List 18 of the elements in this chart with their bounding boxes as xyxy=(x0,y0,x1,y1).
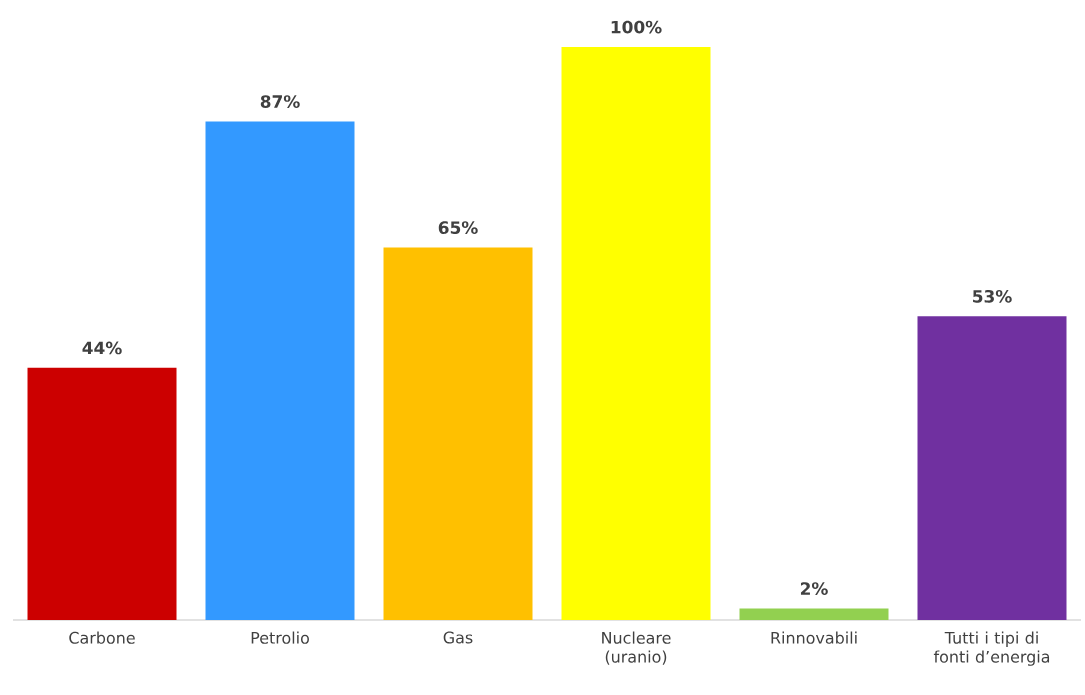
bar xyxy=(917,316,1067,620)
x-tick-label: Rinnovabili xyxy=(771,631,857,644)
x-tick-label: Tutti i tipi di fonti d’energia xyxy=(933,631,1050,666)
data-label: 53% xyxy=(973,289,1012,303)
bar xyxy=(383,247,533,620)
x-tick-label: Nucleare (uranio) xyxy=(602,631,671,665)
data-label: 44% xyxy=(82,341,122,355)
data-label: 65% xyxy=(438,221,478,235)
x-tick-label: Carbone xyxy=(69,631,135,644)
data-label: 100% xyxy=(611,20,662,34)
bar xyxy=(27,367,177,620)
data-label: 87% xyxy=(260,95,300,108)
bar xyxy=(739,608,889,620)
x-tick-label: Gas xyxy=(443,631,473,644)
bar xyxy=(561,46,711,620)
data-label: 2% xyxy=(800,582,828,595)
x-tick-label: Petrolio xyxy=(251,631,309,644)
bar xyxy=(205,121,355,620)
